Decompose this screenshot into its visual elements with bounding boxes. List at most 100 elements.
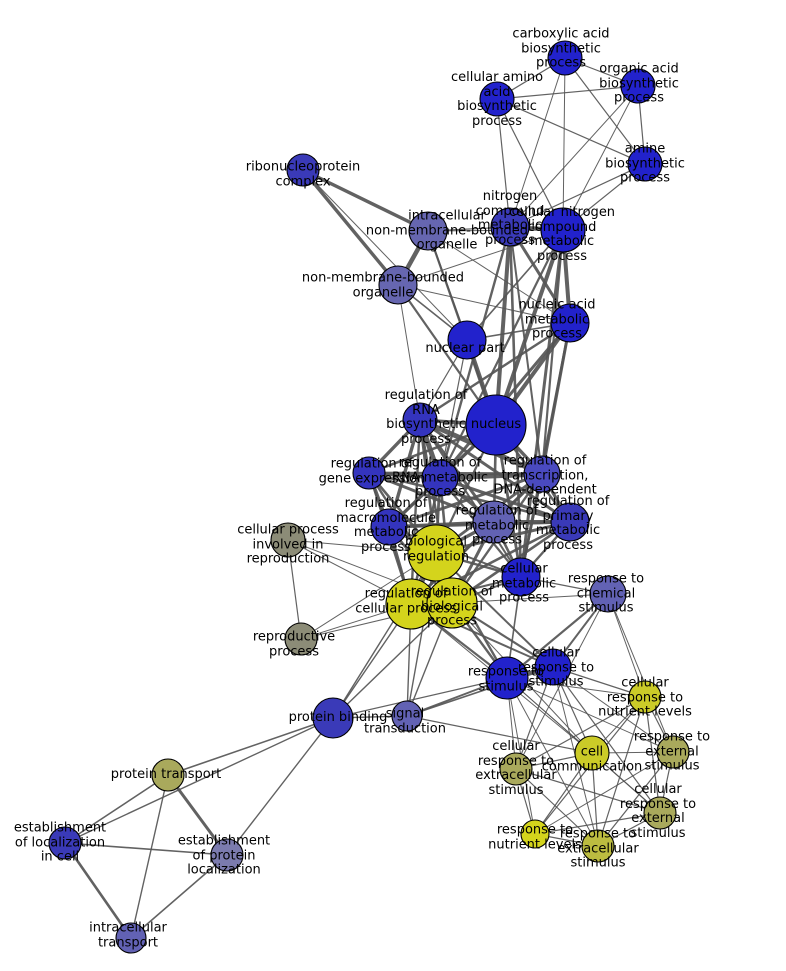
graph-node-protein-binding[interactable]: [312, 697, 354, 739]
graph-node-intracellular-non-membrane-bounded-organelle[interactable]: [408, 211, 448, 251]
graph-edge: [515, 768, 661, 814]
graph-edge: [63, 841, 133, 940]
graph-edge: [597, 751, 674, 847]
graph-node-regulation-of-rna-metabolic-process[interactable]: [421, 459, 459, 497]
graph-node-organic-acid-biosynthetic-process[interactable]: [620, 68, 656, 104]
graph-edge: [367, 471, 572, 524]
graph-edge: [506, 677, 599, 847]
graph-node-ribonucleoprotein-complex[interactable]: [286, 153, 320, 187]
graph-edge: [332, 552, 437, 719]
graph-edge: [534, 812, 661, 835]
graph-edge: [226, 717, 334, 856]
graph-edge: [427, 230, 571, 324]
graph-edge: [505, 592, 610, 680]
graph-node-protein-transport[interactable]: [151, 758, 185, 792]
graph-edge: [519, 228, 565, 579]
graph-edge: [496, 85, 639, 100]
graph-edge: [466, 229, 564, 341]
graph-node-regulation-of-metabolic-process[interactable]: [472, 500, 516, 544]
graph-edge: [506, 677, 646, 698]
graph-edge: [332, 677, 508, 719]
graph-node-response-to-nutrient-levels[interactable]: [520, 819, 550, 849]
graph-node-regulation-of-gene-expression[interactable]: [352, 456, 386, 490]
graph-node-cellular-response-to-external-stimulus[interactable]: [643, 796, 677, 830]
graph-edge: [564, 57, 646, 165]
graph-edge: [496, 98, 511, 228]
graph-edge: [64, 842, 228, 856]
graph-edge: [540, 228, 565, 476]
graph-edge: [418, 321, 572, 422]
graph-node-cellular-nitrogen-compound-metabolic-process[interactable]: [540, 207, 586, 253]
graph-edge: [509, 163, 646, 228]
graph-edge: [301, 168, 400, 287]
graph-edge: [397, 284, 421, 421]
graph-node-cellular-response-to-nutrient-levels[interactable]: [628, 680, 662, 714]
graph-edge: [397, 284, 571, 324]
graph-edge: [552, 666, 674, 753]
graph-node-response-to-chemical-stimulus[interactable]: [589, 575, 627, 613]
graph-edge: [167, 717, 334, 776]
graph-edge: [607, 593, 674, 753]
graph-node-cellular-process-involved-in-reproduction[interactable]: [270, 522, 306, 558]
graph-node-cell-communication[interactable]: [574, 735, 610, 771]
graph-edge: [451, 593, 609, 604]
graph-edge: [332, 602, 453, 719]
edge-layer: [63, 57, 674, 940]
graph-node-cellular-metabolic-process[interactable]: [501, 557, 541, 597]
graph-edge: [496, 98, 564, 231]
graph-node-regulation-of-macromolecule-metabolic-process[interactable]: [370, 508, 408, 546]
graph-edge: [166, 773, 229, 857]
graph-node-nuclear-part[interactable]: [447, 320, 487, 360]
graph-edge: [64, 717, 334, 844]
graph-edge: [515, 768, 599, 847]
graph-node-regulation-of-biological-process[interactable]: [426, 577, 478, 629]
graph-edge: [409, 418, 422, 606]
graph-edge: [534, 751, 674, 835]
graph-edge: [496, 98, 646, 165]
graph-edge: [562, 57, 566, 231]
graph-edge: [509, 57, 566, 228]
graph-edge: [562, 85, 639, 231]
graph-edge: [64, 774, 169, 844]
graph-edge: [302, 169, 468, 341]
graph-node-biological-regulation[interactable]: [407, 524, 465, 582]
graph-edge: [597, 696, 646, 847]
graph-node-reproductive-process[interactable]: [284, 622, 318, 656]
graph-node-establishment-of-localization-in-cell[interactable]: [48, 826, 82, 860]
graph-edge: [130, 854, 228, 939]
graph-node-amine-biosynthetic-process[interactable]: [627, 146, 663, 182]
node-layer[interactable]: [48, 40, 690, 954]
graph-node-response-to-stimulus[interactable]: [485, 656, 529, 700]
graph-node-response-to-external-stimulus[interactable]: [656, 735, 690, 769]
graph-node-intracellular-transport[interactable]: [115, 922, 147, 954]
graph-edge: [494, 225, 512, 427]
graph-edge: [506, 677, 674, 753]
graph-edge: [387, 472, 544, 529]
graph-edge: [418, 418, 572, 524]
graph-node-nucleic-acid-metabolic-process[interactable]: [550, 303, 590, 343]
graph-edge: [406, 666, 554, 717]
graph-node-cellular-response-to-stimulus[interactable]: [534, 648, 572, 686]
graph-edge: [301, 168, 430, 233]
graph-node-cellular-response-to-extracellular-stimulus[interactable]: [499, 752, 533, 786]
graph-edge: [367, 471, 496, 524]
graph-node-establishment-of-protein-localization[interactable]: [210, 838, 244, 872]
graph-node-regulation-of-primary-metabolic-process[interactable]: [550, 502, 590, 542]
graph-node-nucleus[interactable]: [465, 394, 527, 456]
graph-node-response-to-extracellular-stimulus[interactable]: [581, 829, 615, 863]
graph-node-regulation-of-rna-biosynthetic-process[interactable]: [402, 402, 438, 438]
graph-edge: [552, 666, 661, 814]
graph-node-regulation-of-transcription-dna-dependent[interactable]: [523, 455, 561, 493]
graph-node-carboxylic-acid-biosynthetic-process[interactable]: [547, 40, 583, 76]
graph-node-nitrogen-compound-metabolic-process[interactable]: [490, 207, 530, 247]
graph-node-non-membrane-bounded-organelle[interactable]: [378, 265, 418, 305]
graph-edge: [406, 715, 593, 754]
graph-edge: [515, 696, 646, 770]
graph-edge: [130, 774, 169, 939]
graph-edge: [397, 229, 564, 286]
graph-edge: [509, 85, 639, 228]
graph-node-signal-transduction[interactable]: [391, 700, 423, 732]
graph-node-cellular-amino-acid-biosynthetic-process[interactable]: [479, 81, 515, 117]
